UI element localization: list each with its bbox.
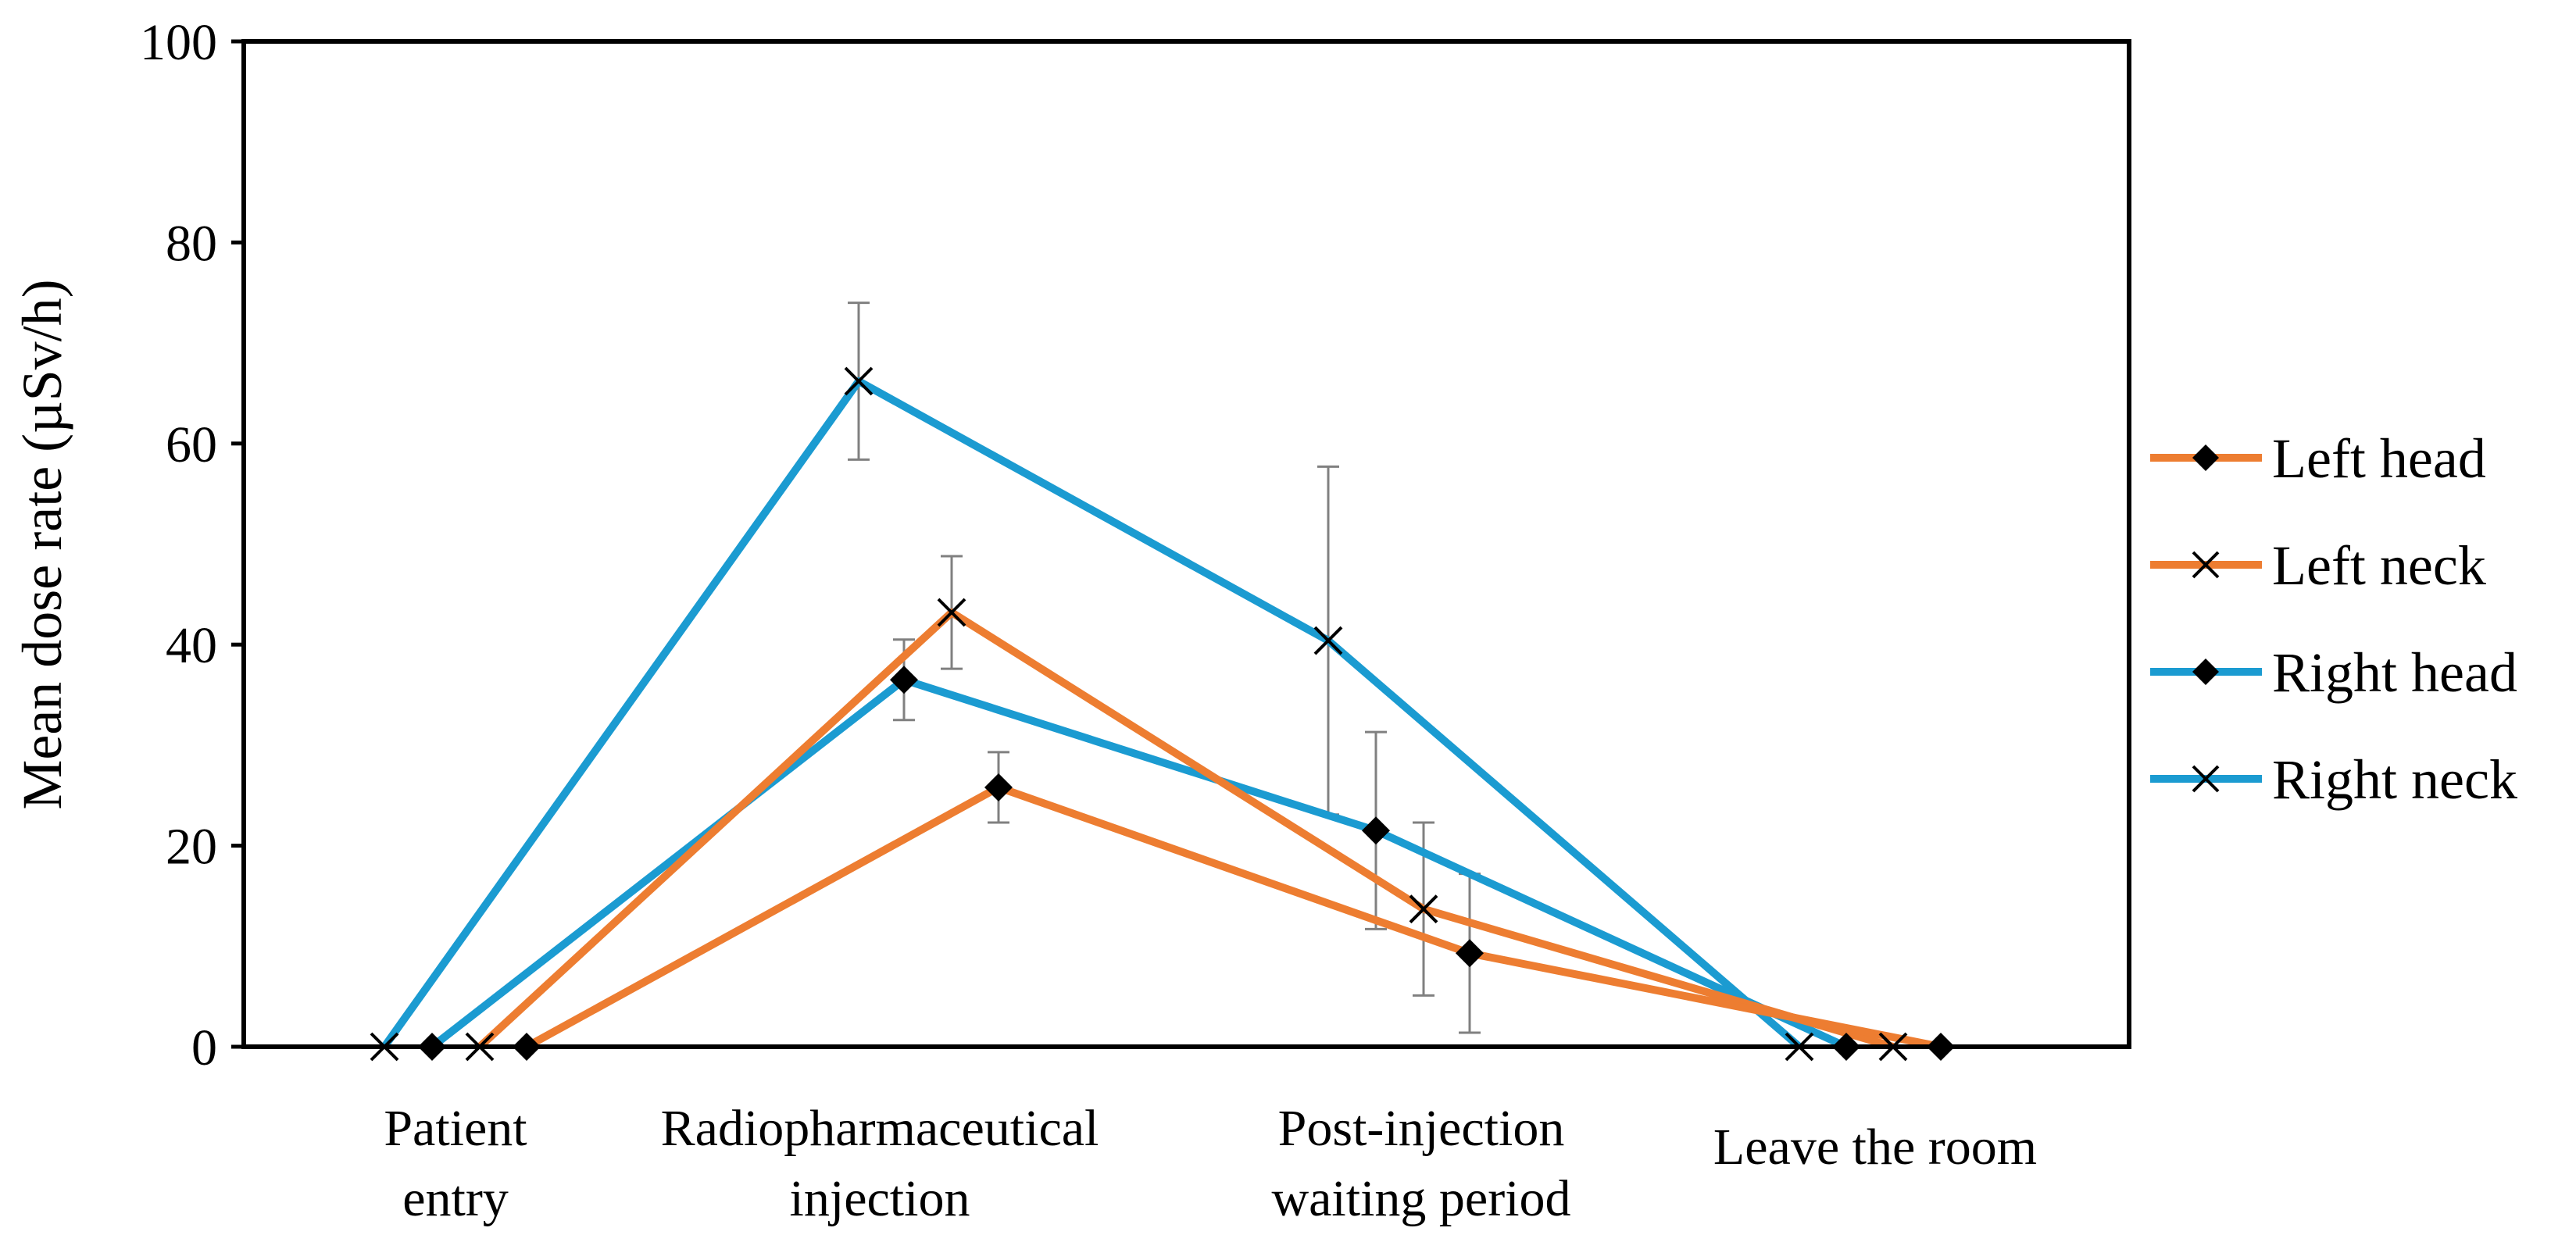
y-tick-label-100: 100 [140,14,217,71]
y-tick-label-0: 0 [191,1019,217,1076]
marker-left-neck-2 [1409,894,1438,924]
legend-marker-right-neck [2192,765,2220,793]
y-tick-label-80: 80 [166,215,217,272]
legend-label-left-neck: Left neck [2272,534,2486,597]
marker-left-head-2 [1456,939,1484,968]
y-tick-label-40: 40 [166,617,217,674]
legend-label-right-neck: Right neck [2272,748,2517,811]
series-line-right-head [429,676,1849,1051]
x-category-label-1-1: injection [790,1170,970,1227]
x-category-label-0-1: entry [402,1170,509,1227]
series-lines [381,377,1942,1051]
legend-item-left-head: Left head [2150,427,2486,490]
legend-label-right-head: Right head [2272,641,2517,704]
x-category-label-3-0: Leave the room [1713,1119,2037,1176]
marker-right-head-1 [890,666,918,694]
y-axis-ticks: 0 20 40 60 80 100 [140,14,244,1076]
legend-marker-right-head [2192,659,2219,685]
y-tick-label-60: 60 [166,416,217,473]
legend-item-right-neck: Right neck [2150,748,2517,811]
x-category-label-2-0: Post-injection [1278,1100,1565,1157]
marker-right-neck-1 [844,366,874,396]
x-axis-category-labels: Patient entry Radiopharmaceutical injection… [384,1100,2037,1227]
series-line-right-neck [381,377,1802,1050]
x-category-label-1-0: Radiopharmaceutical [661,1100,1099,1157]
plot-area-frame [241,39,2131,1049]
legend-marker-left-head [2192,444,2219,471]
legend-label-left-head: Left head [2272,427,2486,490]
y-axis-title: Mean dose rate (µSv/h) [11,279,73,809]
legend-marker-left-neck [2192,551,2220,579]
marker-right-head-2 [1362,816,1390,845]
marker-left-head-1 [984,773,1013,801]
legend-item-left-neck: Left neck [2150,534,2486,597]
legend-item-right-head: Right head [2150,641,2517,704]
marker-left-neck-1 [937,598,966,627]
legend: Left head Left neck Right head Right neck [2150,427,2517,811]
series-line-left-neck [477,609,1895,1051]
y-tick-label-20: 20 [166,819,217,876]
series-markers [370,366,1955,1062]
x-category-label-2-1: waiting period [1271,1170,1570,1227]
marker-right-neck-2 [1313,626,1343,655]
x-category-label-0-0: Patient [384,1100,527,1157]
series-line-left-head [524,783,1942,1051]
